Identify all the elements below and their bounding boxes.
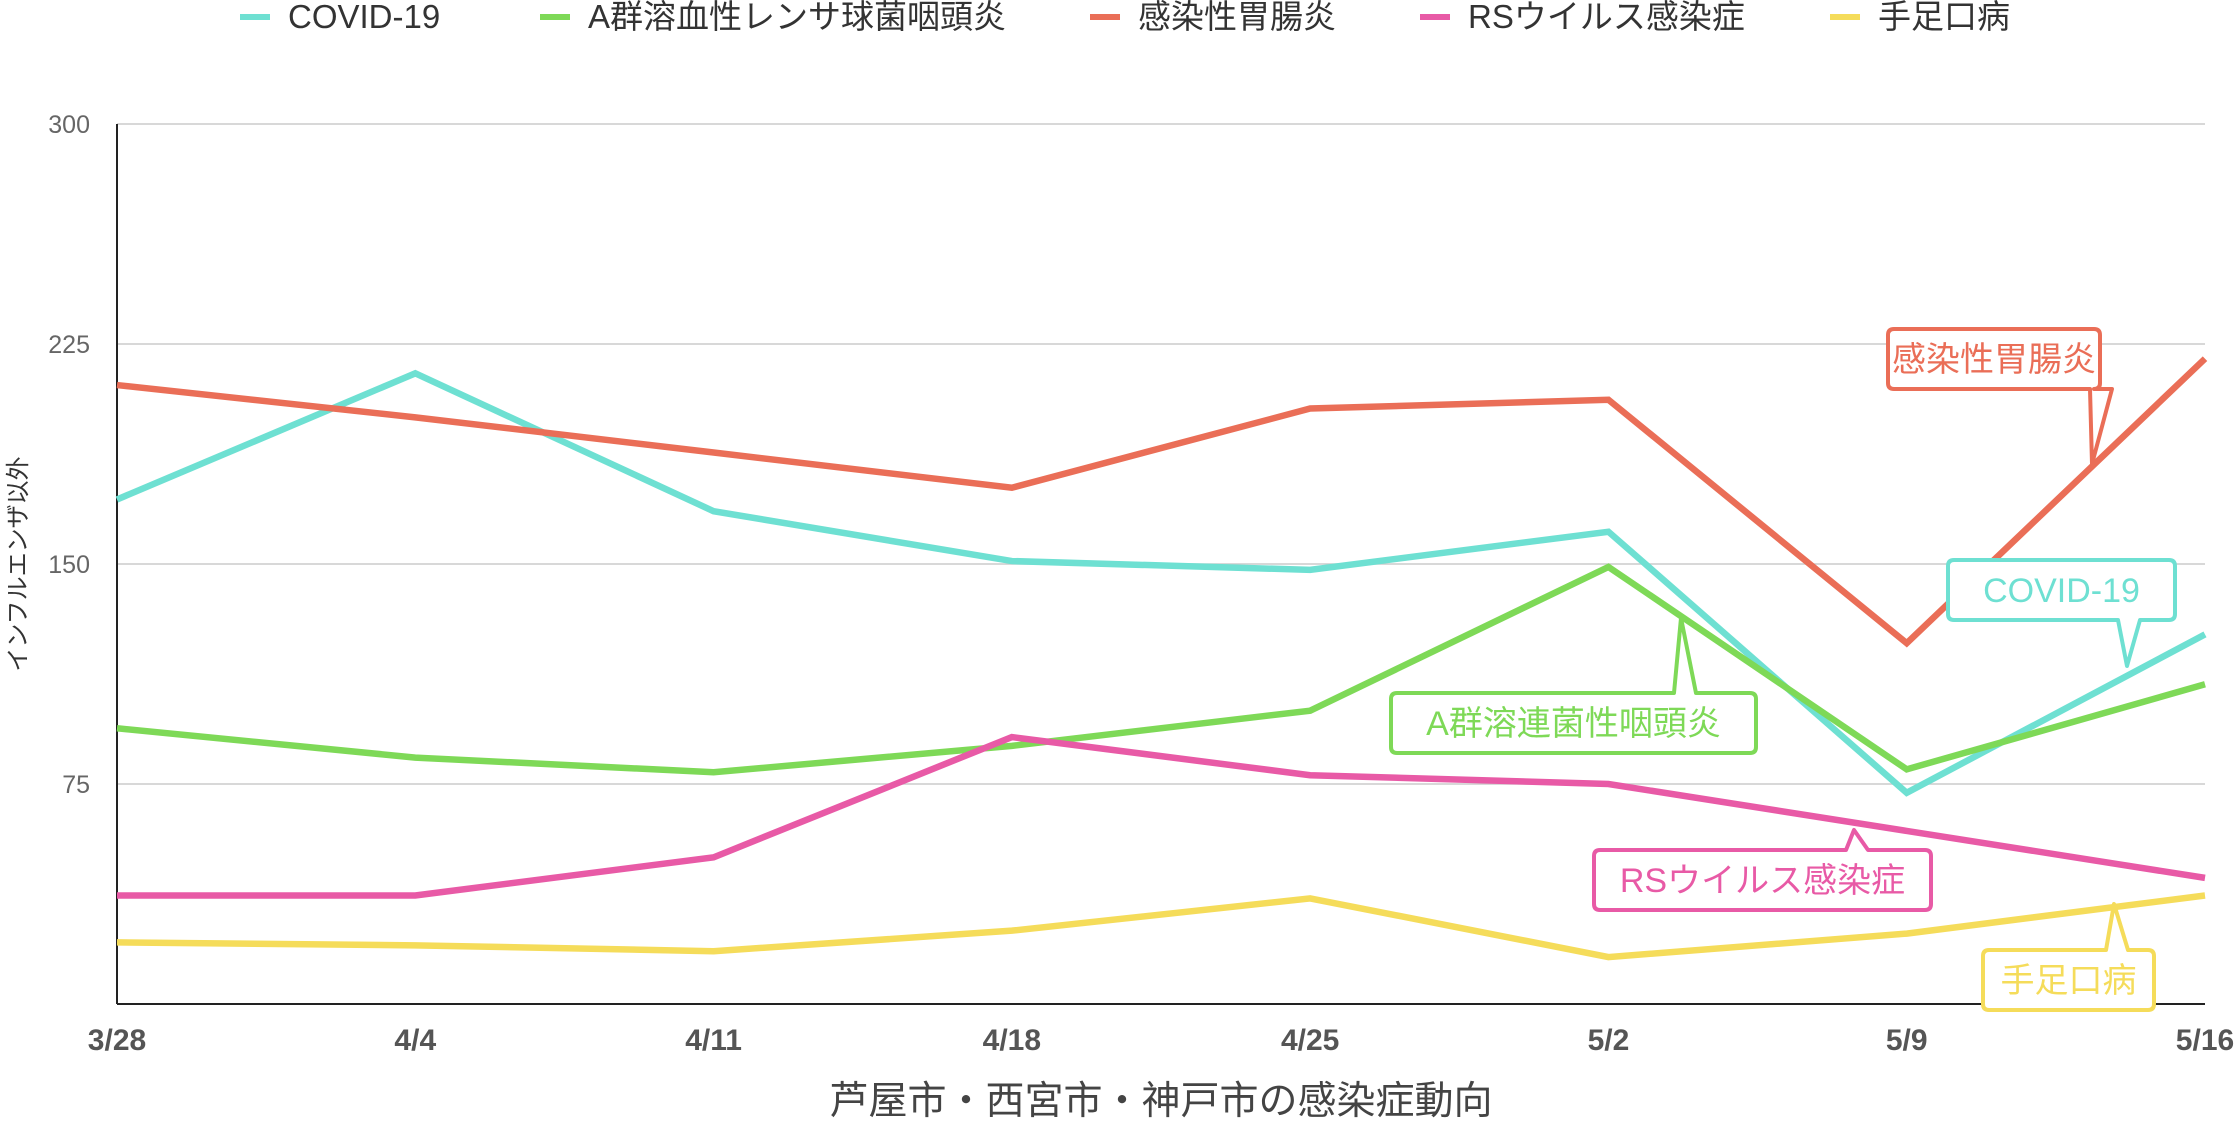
callout-bubble: [1886, 327, 2114, 466]
x-tick-label: 5/2: [1588, 1024, 1630, 1057]
callout-label: A群溶連菌性咽頭炎: [1389, 616, 1758, 755]
x-tick-label: 4/25: [1281, 1024, 1339, 1057]
legend-item: A群溶血性レンサ球菌咽頭炎: [540, 0, 1006, 35]
gridlines: [117, 123, 2205, 785]
y-tick-label: 300: [48, 111, 90, 139]
series-line: [116, 892, 2206, 961]
callout-text: A群溶連菌性咽頭炎: [1426, 705, 1721, 743]
legend-label: 手足口病: [1878, 0, 2010, 35]
callout-label: COVID-19: [1946, 558, 2177, 668]
x-tick-label: 5/16: [2176, 1024, 2234, 1057]
axes: [116, 124, 2205, 1005]
callout-text: COVID-19: [1983, 572, 2140, 610]
series-line: [117, 733, 2206, 899]
y-tick-label: 75: [62, 771, 90, 799]
x-axis-title: 芦屋市・西宮市・神戸市の感染症動向: [829, 1080, 1492, 1123]
callout-text: 感染性胃腸炎: [1892, 341, 2096, 379]
y-tick-label: 150: [48, 551, 90, 579]
series-lines: [115, 356, 2208, 961]
callout-label: RSウイルス感染症: [1592, 828, 1933, 912]
legend-item: COVID-19: [240, 0, 440, 35]
legend-label: COVID-19: [288, 0, 440, 35]
callout-label: 感染性胃腸炎: [1886, 327, 2114, 466]
callout-label: 手足口病: [1981, 902, 2156, 1012]
callout-bubble: [1946, 558, 2177, 668]
x-tick-label: 3/28: [88, 1024, 146, 1057]
series-line: [116, 356, 2208, 648]
x-tick-label: 4/11: [685, 1024, 742, 1057]
tick-labels: 75 150 225 300 3/28 4/4 4/11 4/18 4/25 5/2 5/9 5/16: [48, 111, 2234, 1057]
y-tick-label: 225: [48, 331, 90, 359]
callout-text: RSウイルス感染症: [1620, 862, 1905, 900]
x-tick-label: 4/18: [983, 1024, 1041, 1057]
legend-item: 手足口病: [1830, 0, 2010, 35]
callout-bubble: [1389, 616, 1758, 755]
legend-item: 感染性胃腸炎: [1090, 0, 1336, 35]
callout-text: 手足口病: [2001, 962, 2137, 1000]
series-line: [115, 369, 2207, 797]
legend: COVID-19 A群溶血性レンサ球菌咽頭炎 感染性胃腸炎 RSウイルス感染症 手足口病: [240, 0, 2010, 35]
legend-label: RSウイルス感染症: [1468, 0, 1745, 35]
legend-item: RSウイルス感染症: [1420, 0, 1745, 35]
x-tick-label: 4/4: [394, 1024, 436, 1057]
legend-label: A群溶血性レンサ球菌咽頭炎: [588, 0, 1006, 35]
legend-label: 感染性胃腸炎: [1138, 0, 1336, 35]
callout-bubble: [1981, 902, 2156, 1012]
series-line: [116, 563, 2206, 776]
x-tick-label: 5/9: [1886, 1024, 1928, 1057]
y-axis-title: インフルエンザ以外: [5, 456, 32, 671]
callout-bubble: [1592, 828, 1933, 912]
